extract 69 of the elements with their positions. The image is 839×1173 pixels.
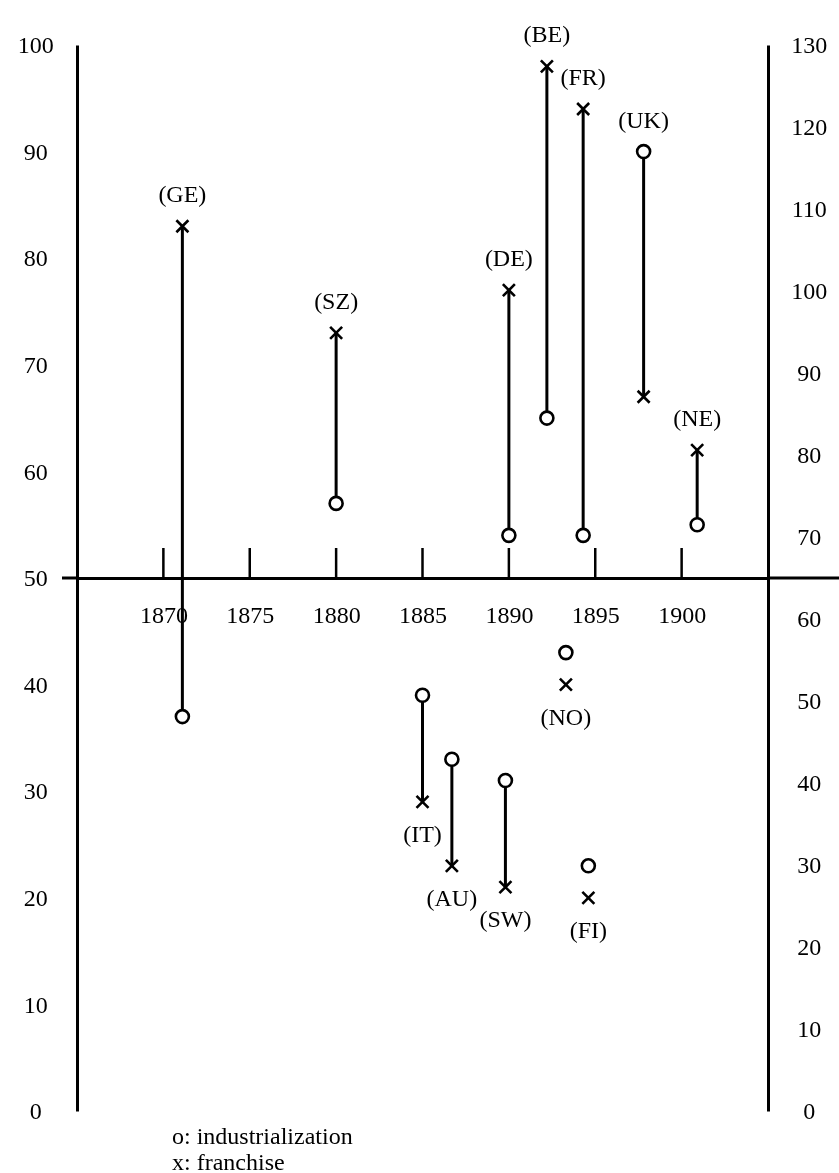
x-tick-label: 1875: [226, 602, 275, 629]
point: [175, 218, 190, 234]
x-tick-label: 1880: [312, 602, 361, 629]
y2-tick-label: 80: [797, 442, 822, 469]
point: [501, 527, 517, 544]
y2-tick-label: 20: [797, 934, 822, 961]
y-tick-label: 0: [29, 1098, 42, 1125]
point: [497, 772, 514, 789]
y-tick-label: 80: [23, 245, 48, 272]
point: [689, 516, 705, 533]
x-tick-label: 1890: [485, 602, 534, 629]
annotation: (FR): [560, 63, 606, 90]
point: [581, 890, 596, 906]
y-tick-label: 20: [23, 884, 48, 911]
annotation: (BE): [523, 21, 571, 48]
y2-tick-label: 30: [797, 852, 822, 879]
point: [444, 858, 460, 874]
annotation: (GE): [158, 181, 207, 208]
point: [539, 410, 555, 426]
point: [328, 495, 344, 512]
y2-tick-label: 40: [797, 770, 822, 797]
y-tick-label: 60: [23, 458, 48, 485]
annotation: (SW): [479, 906, 532, 933]
annotation: (SZ): [314, 287, 359, 314]
point: [635, 143, 652, 160]
annotation: (NE): [673, 405, 722, 432]
annotation: (UK): [618, 106, 669, 133]
y2-tick-label: 120: [791, 114, 828, 141]
point: [558, 677, 574, 692]
text: x: franchise: [172, 1149, 285, 1173]
point: [415, 794, 430, 810]
point: [689, 442, 705, 458]
point: [636, 389, 651, 405]
point: [575, 527, 591, 544]
y2-tick-label: 0: [803, 1098, 816, 1125]
point: [414, 687, 431, 704]
x-tick-label: 1895: [571, 602, 620, 629]
point: [558, 644, 574, 661]
y-tick-label: 90: [23, 138, 48, 165]
y2-tick-label: 50: [797, 688, 822, 715]
x-tick-label: 1900: [658, 602, 707, 629]
point: [328, 325, 344, 341]
point: [444, 751, 460, 768]
point: [174, 708, 191, 725]
point: [580, 858, 597, 874]
y-tick-label: 30: [23, 778, 48, 805]
y2-tick-label: 100: [791, 278, 828, 305]
y-tick-label: 70: [23, 351, 48, 378]
y2-tick-label: 60: [797, 606, 822, 633]
y-tick-label: 10: [23, 991, 48, 1018]
point: [539, 59, 555, 74]
point: [575, 101, 591, 117]
annotation: (DE): [484, 245, 533, 272]
y-tick-label: 100: [17, 32, 54, 59]
annotation: (NO): [540, 703, 592, 730]
y2-tick-label: 90: [797, 360, 822, 387]
text: o: industrialization: [172, 1123, 353, 1149]
annotation: (IT): [403, 820, 442, 847]
annotation: (AU): [426, 884, 478, 911]
point: [501, 282, 517, 298]
y2-tick-label: 70: [797, 524, 822, 551]
y2-tick-label: 130: [791, 32, 828, 59]
y-tick-label: 40: [23, 671, 48, 698]
y2-tick-label: 110: [791, 196, 827, 223]
y2-tick-label: 10: [797, 1016, 822, 1043]
x-tick-label: 1885: [399, 602, 447, 629]
y-tick-label: 50: [23, 565, 48, 592]
point: [498, 879, 513, 895]
annotation: (FI): [569, 916, 607, 943]
